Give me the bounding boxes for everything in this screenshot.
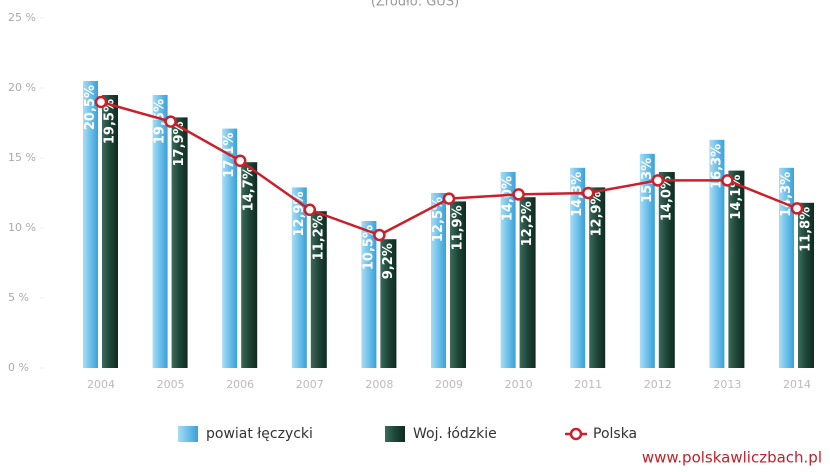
line-marker — [512, 188, 525, 201]
value-label: 12,9% — [590, 191, 605, 236]
value-label: 20,5% — [83, 85, 98, 130]
bar — [431, 193, 446, 368]
value-label: 12,2% — [520, 201, 535, 246]
bar — [779, 167, 794, 368]
x-tick-label: 2014 — [783, 378, 811, 391]
line-marker — [373, 228, 386, 242]
line-marker — [164, 115, 177, 128]
subtitle: (Źródło: GUS) — [371, 0, 459, 10]
bar — [291, 187, 307, 368]
line-marker — [721, 174, 734, 187]
line-marker — [651, 174, 665, 187]
x-tick-label: 2007 — [296, 378, 324, 391]
y-tick-label: 25 % — [8, 11, 36, 24]
x-tick-label: 2006 — [226, 378, 254, 391]
legend-marker — [569, 427, 583, 441]
y-tick-label: 5 % — [8, 291, 29, 304]
bar — [798, 202, 814, 368]
legend-swatch — [178, 426, 198, 442]
line-marker — [790, 202, 804, 215]
y-tick-label: 0 % — [8, 361, 29, 374]
value-label: 11,2% — [311, 215, 326, 260]
x-tick-label: 2011 — [574, 378, 602, 391]
legend-label: Polska — [593, 426, 637, 442]
value-label: 19,5% — [103, 99, 118, 144]
y-tick-label: 15 % — [8, 151, 36, 164]
value-label: 16,3% — [709, 144, 724, 189]
line-marker — [442, 192, 456, 205]
bar — [728, 170, 745, 368]
bar — [310, 211, 327, 368]
value-label: 15,3% — [640, 158, 655, 203]
line-marker — [233, 154, 247, 168]
legend-swatch — [385, 426, 405, 442]
x-tick-label: 2004 — [87, 378, 115, 391]
x-tick-label: 2005 — [157, 378, 185, 391]
bar — [639, 153, 655, 368]
x-tick-label: 2013 — [713, 378, 741, 391]
bar — [519, 197, 536, 368]
bar — [171, 117, 188, 369]
value-label: 19,5% — [153, 99, 168, 144]
value-label: 11,8% — [799, 207, 814, 252]
legend-label: powiat łęczycki — [206, 426, 313, 442]
value-label: 14,0% — [659, 176, 674, 221]
bar — [102, 95, 118, 368]
bar — [500, 172, 516, 368]
bar — [361, 221, 377, 368]
source-url: www.polskawliczbach.pl — [642, 449, 822, 467]
bar — [380, 239, 397, 368]
bar — [222, 128, 238, 368]
bar — [83, 81, 98, 368]
value-label: 9,2% — [381, 243, 396, 279]
value-label: 17,9% — [172, 121, 187, 166]
x-tick-label: 2012 — [644, 378, 672, 391]
bar — [152, 95, 168, 368]
bar — [241, 162, 258, 368]
value-label: 14,7% — [242, 166, 257, 211]
value-label: 11,9% — [451, 205, 466, 250]
x-tick-label: 2008 — [365, 378, 393, 391]
value-label: 12,9% — [292, 191, 307, 236]
x-tick-label: 2009 — [435, 378, 463, 391]
x-tick-label: 2010 — [505, 378, 533, 391]
bar — [450, 201, 466, 368]
y-tick-label: 10 % — [8, 221, 36, 234]
y-tick-label: 20 % — [8, 81, 36, 94]
line-marker — [303, 203, 317, 217]
bar — [570, 167, 586, 368]
legend-label: Woj. łódzkie — [413, 426, 497, 442]
bar — [709, 139, 725, 368]
bar — [589, 187, 606, 368]
line-marker — [581, 186, 595, 200]
line — [100, 100, 798, 237]
value-label: 10,5% — [361, 225, 376, 270]
line-marker — [94, 95, 108, 109]
bar — [658, 172, 675, 368]
value-label: 14,0% — [501, 176, 516, 221]
value-label: 12,5% — [431, 197, 446, 242]
